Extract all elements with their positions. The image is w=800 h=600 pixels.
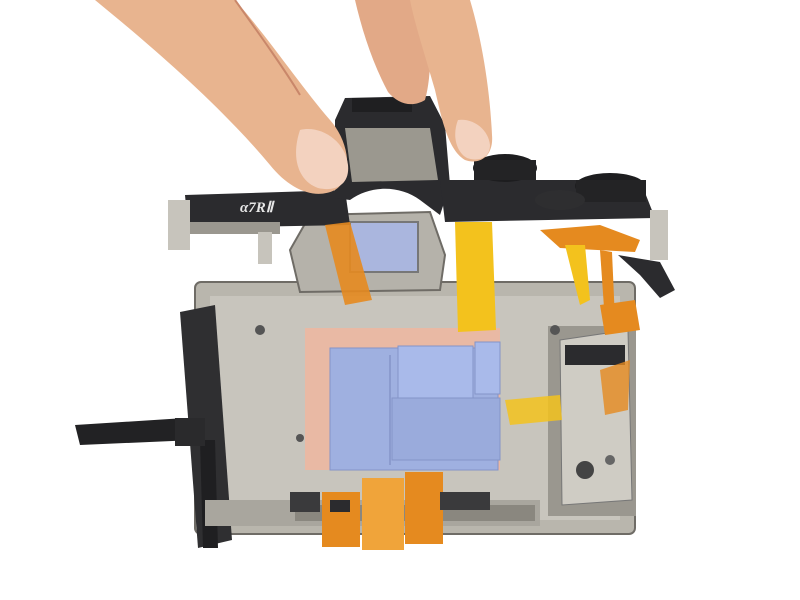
hand bbox=[95, 0, 493, 194]
plastic-tab bbox=[75, 418, 205, 446]
bottom-flex-cables bbox=[290, 472, 490, 550]
top-flex-cables bbox=[325, 222, 675, 425]
sensor-heat-sink bbox=[305, 328, 501, 471]
top-cover-assembly: α7RⅡ bbox=[168, 96, 668, 264]
model-badge: α7RⅡ bbox=[240, 200, 276, 216]
